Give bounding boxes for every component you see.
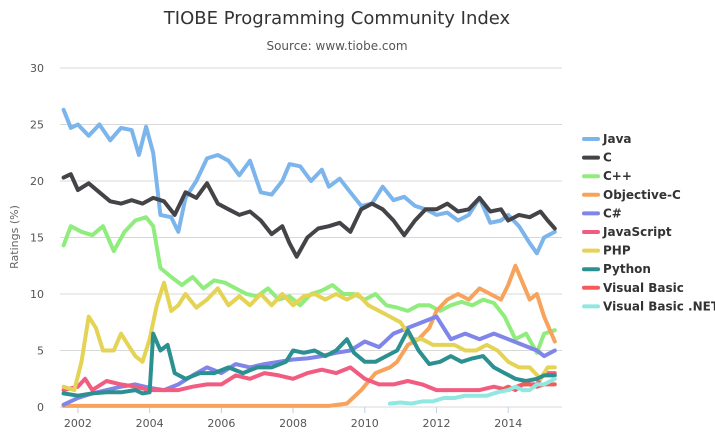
series-line-c (61, 215, 557, 355)
legend-label: Python (603, 262, 651, 276)
x-tick-label: 2002 (64, 417, 92, 430)
series-lines (61, 107, 557, 408)
x-tick-label: 2008 (279, 417, 307, 430)
legend-label: Java (602, 132, 631, 146)
legend-item-c[interactable]: C# (582, 206, 622, 220)
legend-item-c[interactable]: C (582, 151, 612, 165)
legend-label: JavaScript (602, 225, 672, 239)
series-line-c (61, 172, 557, 259)
legend-label: C (603, 151, 612, 165)
series-line-c (61, 314, 557, 407)
y-tick-label: 15 (30, 232, 44, 245)
chart-title: TIOBE Programming Community Index (163, 8, 511, 29)
x-tick-label: 2012 (423, 417, 451, 430)
x-tick-labels: 2002 2004 2006 2008 2010 2012 2014 (64, 407, 522, 430)
legend-item-php[interactable]: PHP (582, 244, 631, 258)
series-line-visual-basic-net (387, 376, 557, 406)
y-tick-label: 30 (30, 62, 44, 75)
series-line-python (61, 328, 557, 398)
legend-label: C++ (603, 169, 632, 183)
series-line-objective-c (61, 263, 557, 408)
series-line-php (61, 280, 557, 393)
legend-item-visual-basic-net[interactable]: Visual Basic .NET (582, 299, 715, 313)
legend-label: C# (603, 206, 622, 220)
y-tick-label: 25 (30, 119, 44, 132)
y-tick-label: 0 (37, 401, 44, 414)
legend-item-objective-c[interactable]: Objective-C (582, 188, 681, 202)
y-tick-labels: 0 5 10 15 20 25 30 (30, 62, 44, 414)
y-tick-label: 20 (30, 175, 44, 188)
x-tick-label: 2014 (494, 417, 522, 430)
legend-item-javascript[interactable]: JavaScript (582, 225, 672, 239)
legend-label: Visual Basic .NET (603, 299, 715, 313)
legend-label: Objective-C (603, 188, 681, 202)
legend-item-visual-basic[interactable]: Visual Basic (582, 281, 684, 295)
series-line-java (61, 107, 557, 256)
chart-subtitle: Source: www.tiobe.com (266, 39, 407, 53)
legend-label: PHP (603, 244, 631, 258)
y-tick-label: 5 (37, 345, 44, 358)
x-tick-label: 2010 (351, 417, 379, 430)
x-tick-label: 2004 (136, 417, 164, 430)
legend-item-python[interactable]: Python (582, 262, 651, 276)
series-line-javascript (61, 365, 557, 393)
legend-item-c[interactable]: C++ (582, 169, 632, 183)
y-tick-label: 10 (30, 288, 44, 301)
legend-item-java[interactable]: Java (582, 132, 631, 146)
y-axis-title: Ratings (%) (8, 205, 21, 269)
x-tick-label: 2006 (207, 417, 235, 430)
legend[interactable]: Java C C++ Objective-C C# JavaScript PHP Python… (582, 132, 715, 313)
legend-label: Visual Basic (603, 281, 684, 295)
